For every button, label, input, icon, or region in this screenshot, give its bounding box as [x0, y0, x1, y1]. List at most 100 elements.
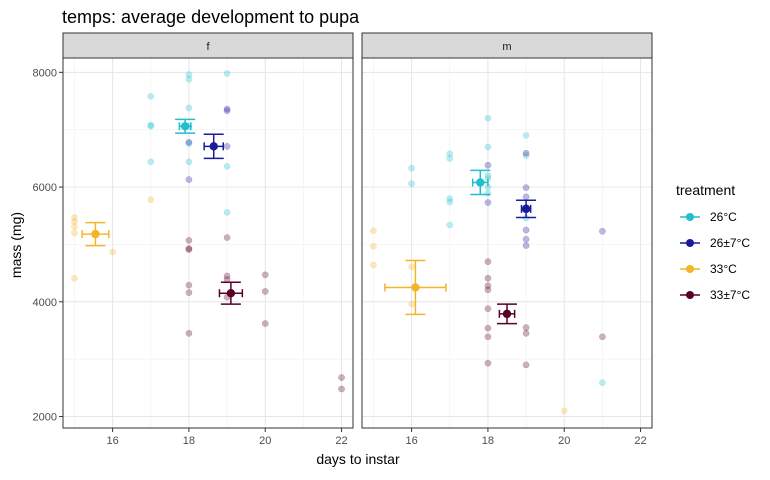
data-point — [522, 235, 530, 243]
data-point — [338, 385, 345, 393]
data-point — [408, 164, 415, 172]
legend-item: 26±7°C — [680, 236, 750, 250]
data-point — [484, 143, 492, 151]
panel-f: f 16 18 20 22 2000 4000 6000 8000 — [33, 32, 354, 447]
panel-m: m 16 18 20 22 — [361, 32, 653, 447]
data-point — [522, 226, 530, 234]
y-tick-label: 8000 — [33, 67, 57, 79]
panels: f 16 18 20 22 2000 4000 6000 8000 m 16 18 20 22 — [33, 32, 653, 447]
data-point — [484, 286, 492, 294]
data-point — [484, 305, 492, 313]
data-point — [223, 105, 231, 113]
data-point — [223, 208, 231, 216]
data-point — [261, 288, 269, 295]
legend-marker — [686, 265, 694, 273]
data-point — [560, 407, 568, 415]
x-tick-label: 20 — [259, 435, 271, 447]
x-tick-label: 16 — [106, 435, 118, 447]
data-point — [522, 324, 530, 331]
data-point — [223, 70, 231, 77]
data-point — [522, 329, 530, 337]
data-point — [223, 142, 231, 150]
data-point — [408, 263, 415, 271]
x-tick-label: 18 — [482, 435, 494, 447]
data-point — [185, 246, 193, 253]
strip-label: m — [502, 41, 511, 53]
mean-point — [411, 283, 420, 292]
data-point — [109, 248, 116, 256]
panel-border — [62, 57, 354, 429]
legend-marker — [686, 213, 694, 221]
data-point — [484, 199, 492, 206]
data-point — [599, 333, 606, 341]
data-point — [71, 274, 78, 282]
mean-point — [91, 229, 100, 239]
legend-marker — [686, 239, 694, 247]
data-point — [484, 190, 492, 197]
data-point — [522, 361, 530, 369]
mean-point — [476, 178, 485, 187]
y-tick-label: 6000 — [33, 182, 57, 194]
data-point — [185, 329, 193, 337]
data-point — [185, 237, 193, 244]
data-point — [484, 258, 492, 265]
data-point — [446, 195, 454, 202]
x-tick-label: 22 — [335, 435, 347, 447]
data-point — [446, 155, 454, 162]
x-tick-label: 20 — [558, 435, 570, 447]
data-point — [147, 196, 155, 204]
legend-label: 26±7°C — [710, 236, 750, 250]
legend-marker — [686, 291, 694, 299]
mean-point — [180, 122, 190, 131]
data-point — [223, 234, 231, 241]
data-point — [522, 149, 530, 157]
data-point — [261, 320, 269, 327]
data-point — [185, 71, 193, 78]
data-point — [484, 114, 492, 122]
legend-title: treatment — [676, 182, 735, 198]
data-point — [370, 261, 377, 269]
data-point — [185, 281, 193, 289]
strip-label: f — [206, 41, 210, 53]
data-point — [71, 214, 78, 221]
data-point — [147, 93, 155, 100]
data-point — [599, 227, 606, 235]
data-point — [484, 274, 492, 282]
x-tick-label: 22 — [634, 435, 646, 447]
data-point — [185, 245, 193, 252]
data-point — [484, 161, 492, 169]
legend-item: 33°C — [680, 262, 737, 276]
legend-label: 33°C — [710, 262, 737, 276]
strip-f — [62, 32, 354, 59]
mean-point — [502, 309, 512, 319]
legend-label: 26°C — [710, 210, 737, 224]
mean-point — [209, 142, 218, 151]
x-tick-label: 18 — [183, 435, 195, 447]
data-point — [522, 193, 530, 201]
data-point — [522, 152, 530, 159]
data-point — [522, 132, 530, 139]
mean-point — [521, 204, 531, 214]
data-point — [223, 272, 231, 280]
data-point — [223, 107, 231, 115]
legend-item: 33±7°C — [680, 288, 750, 302]
legend-label: 33±7°C — [710, 288, 750, 302]
data-point — [185, 104, 193, 112]
data-point — [71, 229, 78, 237]
data-point — [484, 359, 492, 367]
data-point — [599, 379, 606, 387]
data-point — [185, 140, 193, 147]
x-axis-label: days to instar — [316, 451, 400, 467]
chart-title: temps: average development to pupa — [62, 7, 360, 27]
data-point — [408, 180, 415, 187]
data-point — [185, 138, 193, 146]
data-point — [484, 324, 492, 332]
data-point — [223, 163, 231, 170]
y-axis-label: mass (mg) — [8, 212, 24, 278]
data-point — [484, 282, 492, 290]
legend: treatment 26°C 26±7°C 33°C 33±7°C — [676, 182, 750, 302]
data-point — [484, 333, 492, 341]
data-point — [147, 122, 155, 130]
data-point — [446, 198, 454, 206]
strip-m — [361, 32, 653, 59]
